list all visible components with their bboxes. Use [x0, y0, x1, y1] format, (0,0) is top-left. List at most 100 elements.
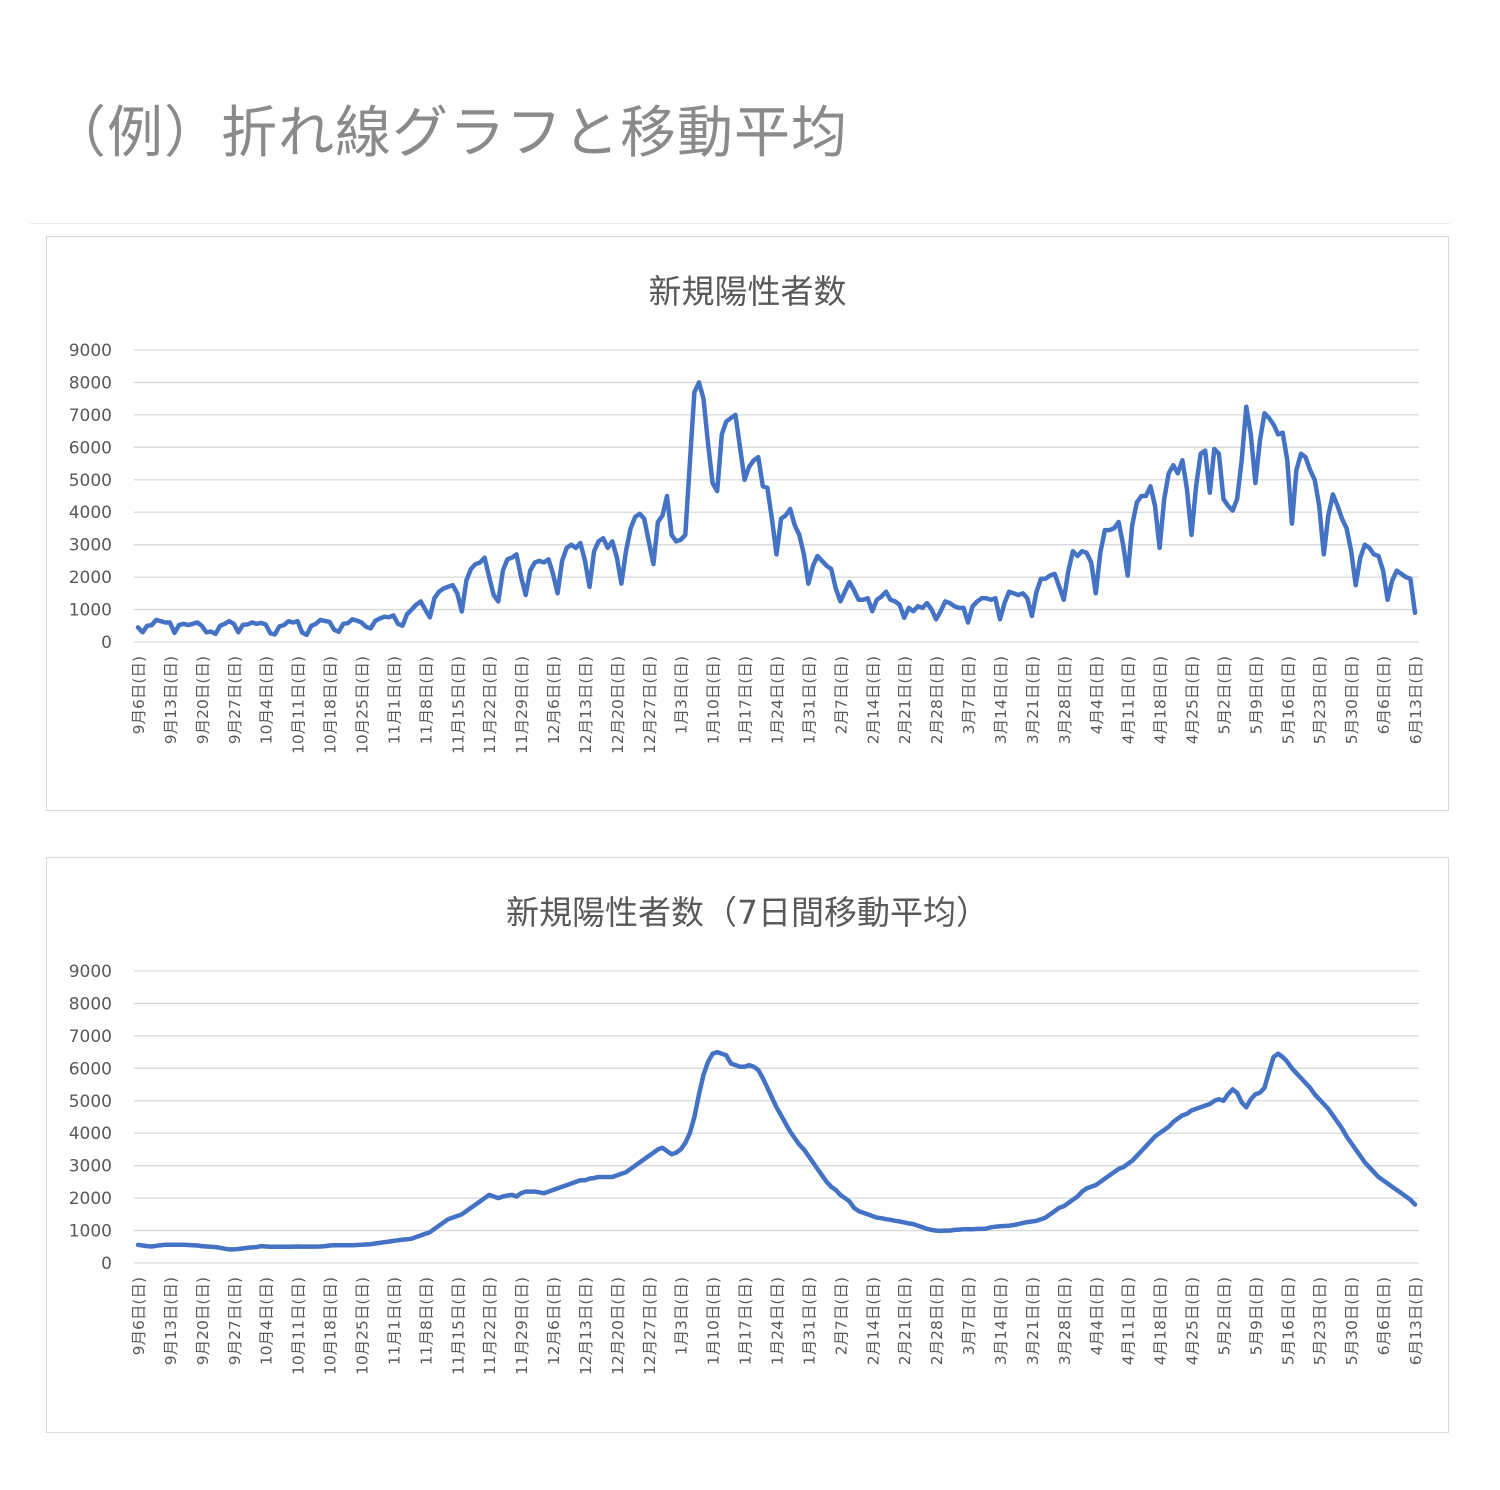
x-tick-label: 6月6日(日): [1375, 1277, 1393, 1355]
x-tick-label: 3月14日(日): [992, 656, 1010, 744]
y-tick-label: 6000: [69, 438, 112, 458]
chart-title: 新規陽性者数: [648, 272, 847, 311]
x-tick-label: 11月22日(日): [481, 1277, 499, 1375]
x-tick-label: 5月16日(日): [1279, 1277, 1297, 1365]
x-tick-label: 3月28日(日): [1056, 656, 1074, 744]
x-tick-label: 10月11日(日): [290, 1277, 308, 1375]
x-tick-label: 4月4日(日): [1088, 656, 1106, 734]
x-tick-label: 11月1日(日): [385, 656, 403, 744]
x-tick-label: 5月30日(日): [1343, 656, 1361, 744]
x-tick-label: 3月7日(日): [960, 656, 978, 734]
x-tick-label: 5月23日(日): [1311, 1277, 1329, 1365]
x-tick-label: 1月10日(日): [705, 656, 723, 744]
x-tick-label: 4月25日(日): [1184, 1277, 1202, 1365]
y-tick-label: 7000: [69, 406, 112, 426]
x-tick-label: 6月13日(日): [1407, 1277, 1425, 1365]
x-tick-label: 1月24日(日): [769, 656, 787, 744]
y-tick-label: 5000: [69, 471, 112, 491]
y-tick-label: 8000: [69, 373, 112, 393]
x-tick-label: 1月24日(日): [769, 1277, 787, 1365]
data-line: [135, 1049, 1418, 1252]
x-tick-label: 11月8日(日): [417, 1277, 435, 1365]
line-plot: 0 1000 2000 3000 4000 5000 6000 7000 8000 9000 9月6…: [69, 962, 1425, 1375]
x-tick-label: 11月15日(日): [449, 1277, 467, 1375]
x-tick-label: 2月28日(日): [928, 656, 946, 744]
x-tick-label: 12月27日(日): [641, 1277, 659, 1375]
x-tick-label: 1月31日(日): [800, 1277, 818, 1365]
x-tick-label: 5月23日(日): [1311, 656, 1329, 744]
line-plot: 0 1000 2000 3000 4000 5000 6000 7000 8000 9000 9月6…: [69, 341, 1425, 754]
x-tick-label: 9月27日(日): [226, 656, 244, 744]
chart-moving-average: 新規陽性者数（7日間移動平均） 0 1000 2000 3000 4000 5000 600…: [46, 857, 1449, 1433]
x-tick-label: 2月28日(日): [928, 1277, 946, 1365]
y-tick-label: 6000: [69, 1059, 112, 1079]
divider: [30, 223, 1450, 224]
chart-title: 新規陽性者数（7日間移動平均）: [506, 893, 989, 932]
x-tick-label: 3月7日(日): [960, 1277, 978, 1355]
y-tick-label: 9000: [69, 341, 112, 361]
x-tick-label: 9月20日(日): [194, 1277, 212, 1365]
x-tick-label: 12月13日(日): [577, 1277, 595, 1375]
x-tick-label: 9月27日(日): [226, 1277, 244, 1365]
x-tick-label: 1月3日(日): [673, 1277, 691, 1355]
x-tick-label: 12月27日(日): [641, 656, 659, 754]
x-tick-label: 11月29日(日): [513, 656, 531, 754]
x-tick-label: 11月15日(日): [449, 656, 467, 754]
data-line: [135, 380, 1418, 638]
y-tick-label: 4000: [69, 503, 112, 523]
x-tick-label: 1月31日(日): [800, 656, 818, 744]
x-tick-label: 9月6日(日): [130, 656, 148, 734]
x-tick-label: 4月18日(日): [1152, 1277, 1170, 1365]
x-tick-label: 6月6日(日): [1375, 656, 1393, 734]
x-tick-label: 9月13日(日): [162, 656, 180, 744]
x-tick-label: 9月6日(日): [130, 1277, 148, 1355]
x-tick-label: 3月21日(日): [1024, 656, 1042, 744]
x-tick-label: 9月20日(日): [194, 656, 212, 744]
x-tick-label: 11月8日(日): [417, 656, 435, 744]
y-tick-label: 0: [101, 633, 112, 653]
x-tick-label: 2月14日(日): [864, 1277, 882, 1365]
x-tick-label: 11月1日(日): [385, 1277, 403, 1365]
x-tick-label: 10月4日(日): [258, 1277, 276, 1365]
y-tick-label: 5000: [69, 1092, 112, 1112]
x-tick-label: 12月6日(日): [545, 1277, 563, 1365]
x-tick-label: 6月13日(日): [1407, 656, 1425, 744]
x-tick-label: 1月3日(日): [673, 656, 691, 734]
x-tick-label: 2月21日(日): [896, 656, 914, 744]
x-tick-label: 10月18日(日): [322, 656, 340, 754]
x-tick-label: 11月29日(日): [513, 1277, 531, 1375]
x-tick-label: 3月14日(日): [992, 1277, 1010, 1365]
y-tick-label: 7000: [69, 1027, 112, 1047]
x-tick-label: 4月11日(日): [1120, 1277, 1138, 1365]
page-title: （例）折れ線グラフと移動平均: [50, 101, 848, 166]
x-tick-label: 5月2日(日): [1215, 1277, 1233, 1355]
x-tick-label: 2月14日(日): [864, 656, 882, 744]
x-tick-label: 10月4日(日): [258, 656, 276, 744]
x-tick-label: 9月13日(日): [162, 1277, 180, 1365]
x-tick-label: 5月2日(日): [1215, 656, 1233, 734]
x-tick-label: 10月25日(日): [353, 656, 371, 754]
x-tick-label: 5月16日(日): [1279, 656, 1297, 744]
x-tick-label: 12月20日(日): [609, 1277, 627, 1375]
y-tick-label: 2000: [69, 568, 112, 588]
x-tick-label: 10月11日(日): [290, 656, 308, 754]
x-tick-label: 3月28日(日): [1056, 1277, 1074, 1365]
x-tick-label: 5月9日(日): [1247, 656, 1265, 734]
x-tick-label: 1月10日(日): [705, 1277, 723, 1365]
x-tick-label: 12月6日(日): [545, 656, 563, 744]
y-tick-label: 1000: [69, 1222, 112, 1242]
x-tick-label: 12月20日(日): [609, 656, 627, 754]
x-tick-label: 11月22日(日): [481, 656, 499, 754]
y-tick-label: 4000: [69, 1124, 112, 1144]
x-tick-label: 1月17日(日): [737, 656, 755, 744]
x-tick-label: 10月18日(日): [322, 1277, 340, 1375]
y-tick-label: 8000: [69, 994, 112, 1014]
x-tick-label: 4月25日(日): [1184, 656, 1202, 744]
x-tick-label: 4月11日(日): [1120, 656, 1138, 744]
x-tick-label: 4月18日(日): [1152, 656, 1170, 744]
y-tick-label: 2000: [69, 1189, 112, 1209]
x-tick-label: 2月21日(日): [896, 1277, 914, 1365]
x-tick-label: 10月25日(日): [353, 1277, 371, 1375]
y-tick-label: 3000: [69, 1157, 112, 1177]
y-tick-label: 9000: [69, 962, 112, 982]
